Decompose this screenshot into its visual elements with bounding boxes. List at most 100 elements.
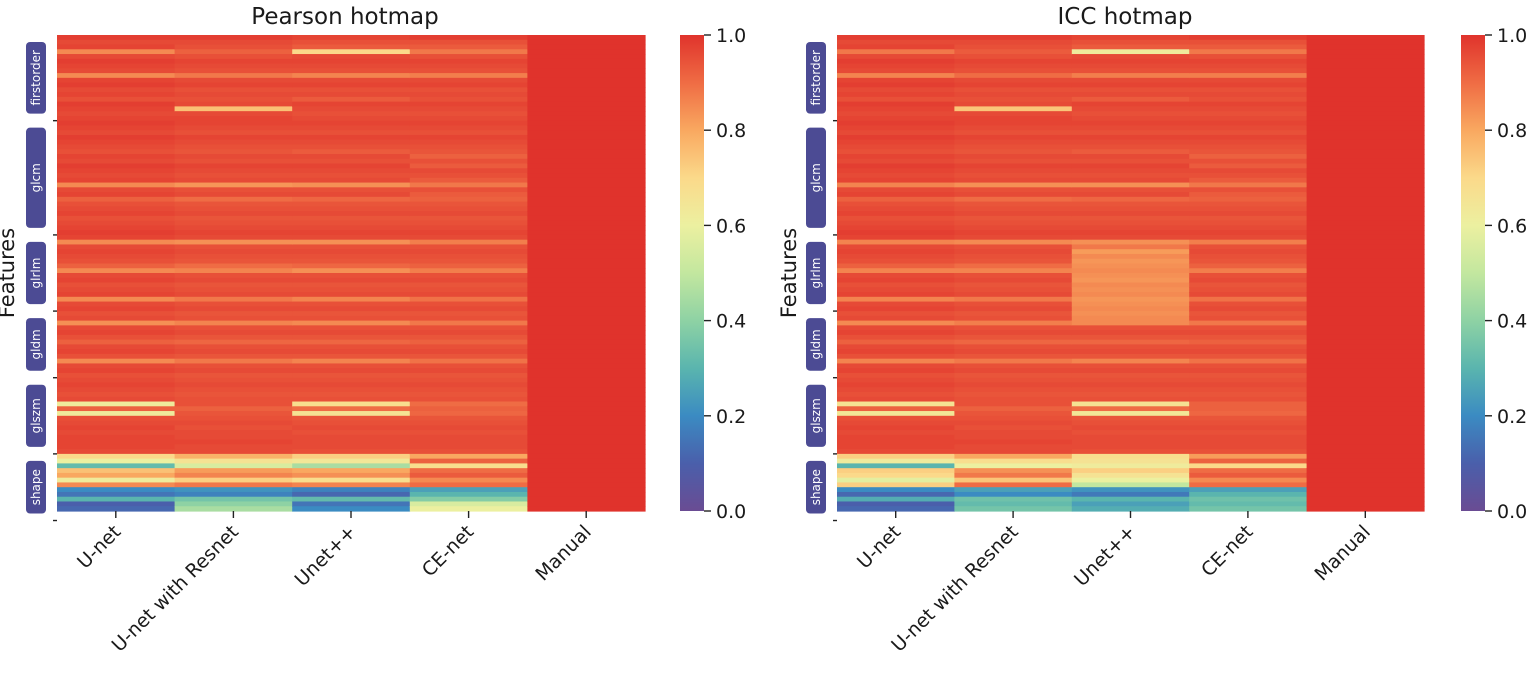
pearson-cell [292,387,411,393]
icc-cell [1306,258,1425,265]
pearson-group-label: glrlm [29,258,43,289]
pearson-cell [57,77,176,84]
pearson-cell [409,477,528,484]
icc-cell [1071,377,1190,384]
pearson-cell [527,453,646,460]
icc-cell [837,58,955,65]
icc-cell [1306,377,1425,384]
pearson-cell [527,82,646,88]
pearson-cell [174,39,293,46]
icc-cell [1071,196,1190,203]
icc-cell [837,363,955,369]
pearson-cell [527,334,646,341]
icc-cell [1189,158,1308,165]
pearson-cell [292,334,411,341]
icc-cell [1189,420,1308,426]
pearson-cell [292,253,411,260]
icc-cell [1306,187,1425,193]
icc-cell [1189,396,1308,403]
icc-cell [1189,49,1308,55]
icc-cell [1306,449,1425,455]
pearson-group-labels: firstorder glcm glrlm gldm glszm shape [26,42,57,522]
icc-cell [954,320,1073,326]
pearson-cell [409,334,528,341]
pearson-cell [57,101,176,107]
icc-cell [1306,44,1425,50]
pearson-x-tick-label: CE-net [418,521,478,581]
icc-cell [1189,149,1308,155]
icc-cell [1306,173,1425,179]
icc-cell [954,273,1073,279]
pearson-colorbar-gradient [680,35,704,511]
pearson-cell [174,401,293,407]
pearson-cell [57,349,176,355]
pearson-cell [174,320,293,326]
pearson-cell [174,296,293,303]
pearson-cell [57,506,176,512]
pearson-cell [409,496,528,503]
pearson-cell [292,154,411,160]
icc-cell [837,339,955,345]
pearson-cell [174,258,293,265]
pearson-cell [292,353,411,360]
icc-cell [954,396,1073,403]
pearson-title: Pearson hotmap [251,4,438,30]
pearson-cell [527,296,646,303]
pearson-cell [57,425,176,431]
icc-cell [1071,439,1190,445]
pearson-cell [527,73,646,79]
icc-cell [1071,320,1190,326]
pearson-cell [174,73,293,79]
pearson-cell [292,192,411,198]
icc-cell [1189,263,1308,269]
pearson-cell [527,106,646,112]
pearson-cell [292,415,411,422]
pearson-cell [57,301,176,307]
pearson-cell [409,168,528,174]
icc-cell [954,268,1073,274]
pearson-cell [174,363,293,369]
pearson-cell [292,268,411,274]
icc-cell [954,163,1073,169]
icc-cell [1306,168,1425,174]
icc-colorbar-tick-label: 0.2 [1497,406,1527,428]
pearson-cell [57,368,176,374]
icc-cell [954,330,1073,336]
pearson-cell [409,292,528,298]
icc-group-box [806,384,826,447]
icc-cell [1189,244,1308,250]
pearson-cell [409,82,528,88]
pearson-cell [57,239,176,246]
pearson-cell [57,392,176,398]
pearson-cell [527,477,646,484]
icc-cell [837,201,955,207]
icc-cell [837,449,955,455]
pearson-cell [57,68,176,74]
icc-cell [1071,344,1190,350]
icc-cell [837,187,955,193]
icc-cell [1306,101,1425,107]
icc-cell [837,177,955,184]
pearson-cell [527,487,646,493]
icc-cell [1189,330,1308,336]
icc-cell [1306,496,1425,503]
pearson-cell [292,263,411,269]
pearson-cell [409,192,528,198]
pearson-cell [57,44,176,50]
pearson-cell [527,253,646,260]
icc-cell [837,292,955,298]
pearson-cell [409,387,528,393]
icc-cell [1189,430,1308,436]
pearson-cell [409,287,528,293]
icc-cell [1189,439,1308,445]
pearson-cell [292,439,411,445]
icc-cell [1306,196,1425,203]
pearson-cell [174,482,293,488]
pearson-cell [174,96,293,103]
icc-cell [1189,415,1308,422]
pearson-cell [292,430,411,436]
icc-colorbar-tick-label: 0.6 [1497,215,1527,237]
pearson-cell [57,158,176,165]
icc-colorbar: 0.0 0.2 0.4 0.6 0.8 1.0 [1461,25,1527,523]
pearson-cell [527,187,646,193]
